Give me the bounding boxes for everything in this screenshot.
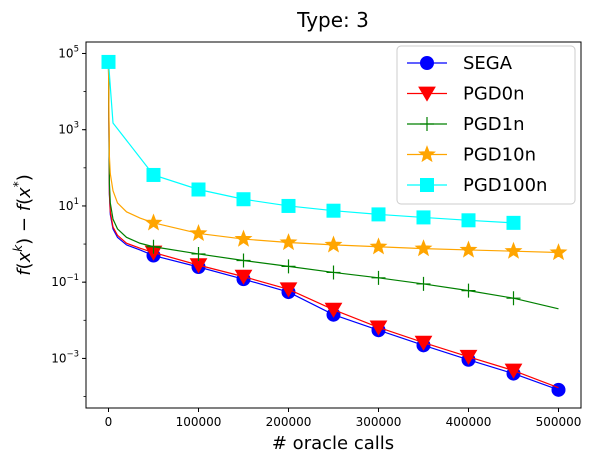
y-tick-label: 105 xyxy=(58,44,79,60)
legend-label-pgd0n: PGD0n xyxy=(463,84,525,105)
y-tick-label: 101 xyxy=(58,197,79,213)
legend-marker-pgd0n xyxy=(418,86,436,102)
y-tick-label: 10−1 xyxy=(51,273,79,289)
series-pgd100n xyxy=(101,54,521,230)
data-point-pgd100n xyxy=(461,213,476,228)
data-point-pgd0n xyxy=(369,320,388,336)
legend-label-pgd100n: PGD100n xyxy=(463,175,547,196)
data-point-pgd10n xyxy=(144,213,163,231)
data-point-pgd10n xyxy=(369,237,388,255)
data-point-pgd100n xyxy=(416,210,431,225)
data-point-pgd10n xyxy=(324,235,343,253)
data-point-pgd1n xyxy=(191,246,206,261)
data-point-pgd10n xyxy=(459,240,478,258)
data-point-pgd10n xyxy=(279,233,298,251)
data-point-pgd1n xyxy=(371,270,386,285)
legend-box xyxy=(396,45,576,205)
data-point-pgd1n xyxy=(236,253,251,268)
legend-entry-pgd10n: PGD10n xyxy=(407,145,536,166)
y-axis: 10−3 10−1 101 103 105 xyxy=(51,44,86,397)
data-point-pgd1n xyxy=(416,276,431,291)
y-axis-label: f(xk) − f(x*) xyxy=(11,174,35,276)
data-point-pgd100n xyxy=(281,198,296,213)
data-point-pgd1n xyxy=(146,239,161,254)
data-point-pgd0n xyxy=(279,282,298,298)
data-point-pgd0n xyxy=(234,269,253,285)
legend-label-sega: SEGA xyxy=(463,53,513,74)
y-tick-label: 10−3 xyxy=(51,349,79,365)
data-point-pgd0n xyxy=(414,335,433,351)
legend-entry-pgd1n: PGD1n xyxy=(407,114,525,135)
legend-entry-pgd0n: PGD0n xyxy=(407,84,525,105)
data-point-pgd100n xyxy=(236,192,251,207)
series-pgd1n xyxy=(107,61,559,310)
data-point-pgd10n xyxy=(504,241,523,259)
x-axis: 0 100000 200000 300000 400000 500000 xyxy=(105,408,582,429)
data-point-pgd0n xyxy=(459,349,478,366)
x-tick-label: 400000 xyxy=(446,415,492,429)
data-point-pgd100n xyxy=(146,167,161,182)
data-point-pgd100n xyxy=(326,203,341,218)
data-point-pgd100n xyxy=(101,54,116,69)
plot-frame xyxy=(85,41,582,409)
legend-entry-pgd100n: PGD100n xyxy=(407,175,547,196)
data-point-pgd1n xyxy=(506,291,521,306)
series-pgd10n xyxy=(107,61,568,261)
legend-marker-sega xyxy=(420,56,434,70)
x-tick-label: 0 xyxy=(105,415,113,429)
legend-marker-pgd10n xyxy=(418,145,436,163)
legend-label-pgd10n: PGD10n xyxy=(463,145,536,166)
data-point-pgd0n xyxy=(504,363,523,379)
series-layer xyxy=(101,54,568,397)
x-tick-label: 100000 xyxy=(176,415,222,429)
data-point-pgd10n xyxy=(234,229,253,247)
data-point-pgd1n xyxy=(461,283,476,298)
data-point-pgd100n xyxy=(506,215,521,230)
data-point-pgd1n xyxy=(281,259,296,274)
data-point-pgd0n xyxy=(324,302,343,318)
x-tick-label: 200000 xyxy=(266,415,312,429)
data-point-pgd10n xyxy=(189,224,208,242)
data-point-sega xyxy=(551,382,566,397)
legend-label-pgd1n: PGD1n xyxy=(463,114,525,135)
y-tick-label: 103 xyxy=(58,121,79,137)
x-axis-label: # oracle calls xyxy=(272,433,394,454)
y-axis-label-text: f(xk) − f(x*) xyxy=(11,174,35,276)
x-tick-label: 500000 xyxy=(536,415,582,429)
legend-entry-sega: SEGA xyxy=(407,53,513,74)
data-point-pgd100n xyxy=(371,207,386,222)
legend-marker-pgd1n xyxy=(420,117,434,131)
data-point-pgd100n xyxy=(191,182,206,197)
data-point-pgd10n xyxy=(549,243,568,261)
x-tick-label: 300000 xyxy=(356,415,402,429)
data-point-pgd10n xyxy=(414,239,433,257)
legend-marker-pgd100n xyxy=(420,178,434,192)
chart-title: Type: 3 xyxy=(296,8,369,32)
legend: SEGA PGD0n PGD1n PGD10n PGD100n xyxy=(396,45,576,205)
data-point-pgd1n xyxy=(326,265,341,280)
